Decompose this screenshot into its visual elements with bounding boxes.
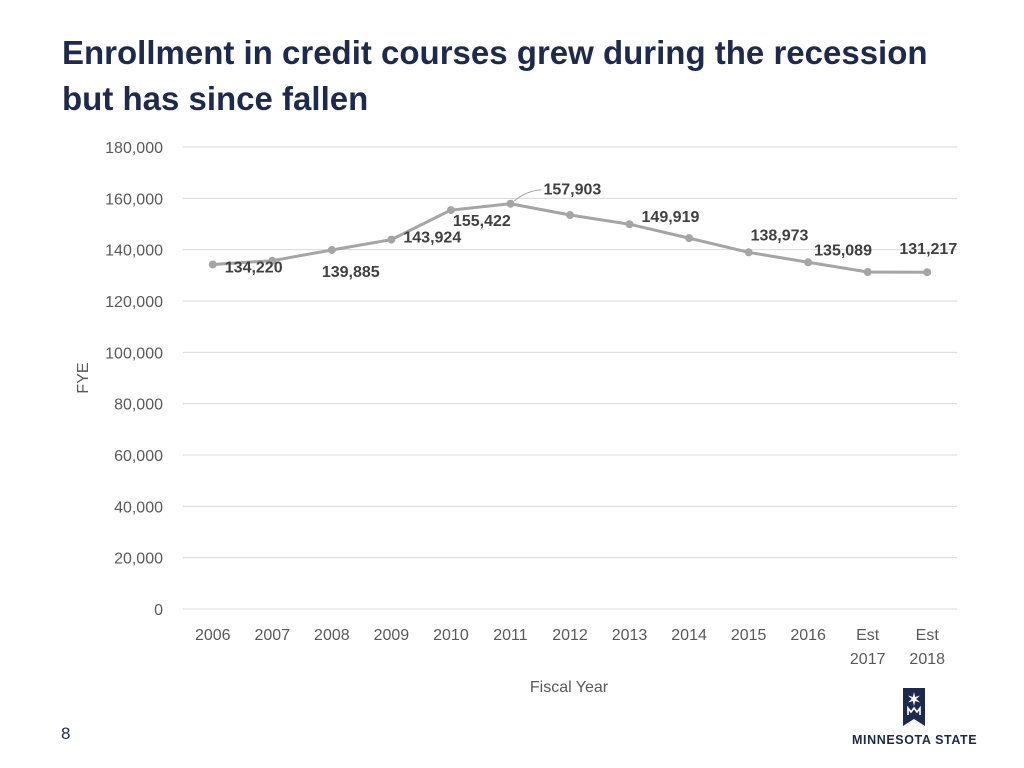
data-label: 134,220 [225,260,283,277]
data-point [506,199,515,208]
x-tick-label: 2007 [255,627,291,644]
data-label: 149,919 [642,209,700,226]
data-label: 157,903 [543,182,601,199]
data-point [566,211,574,220]
label-leader-line [514,189,542,202]
y-tick-label: 160,000 [105,191,163,208]
data-point [446,206,455,215]
slide-title: Enrollment in credit courses grew during… [62,34,928,117]
y-tick-label: 180,000 [105,140,163,157]
data-label: 138,973 [751,227,809,244]
data-point [387,235,396,244]
data-label: 139,885 [322,264,380,281]
y-tick-label: 40,000 [114,499,163,516]
data-point [208,260,217,269]
data-point [625,220,634,229]
data-points [208,199,932,277]
y-tick-label: 120,000 [105,294,163,311]
x-tick-label: Est 2017 [850,627,886,668]
y-tick-label: 0 [154,602,163,619]
logo-wordmark: MINNESOTA STATE [852,733,978,747]
data-label: 131,217 [899,241,957,258]
x-tick-label: 2011 [493,627,528,644]
data-label: 143,924 [403,230,461,247]
y-tick-label: 20,000 [114,551,163,568]
y-axis-tick-labels: 0 20,000 40,000 60,000 80,000 100,000 120,000 1… [105,140,163,619]
data-label: 135,089 [814,242,872,259]
x-tick-label: 2008 [314,627,350,644]
x-tick-label: 2006 [195,627,231,644]
minnesota-state-logo: MINNESOTA STATE [852,688,978,752]
y-tick-label: 60,000 [114,448,163,465]
x-tick-label: 2014 [671,627,707,644]
data-point [863,267,872,276]
x-tick-label: 2015 [731,627,767,644]
x-tick-label: Est 2018 [909,627,945,668]
data-point [327,245,336,254]
y-tick-label: 80,000 [114,397,163,414]
x-tick-label: 2016 [790,627,826,644]
data-point [804,258,813,267]
x-tick-label: 2012 [552,627,588,644]
y-tick-label: 140,000 [105,243,163,260]
x-tick-label: 2010 [433,627,469,644]
x-axis-tick-labels: 2006 2007 2008 2009 2010 2011 2012 2013 2014 2015… [195,627,945,668]
data-point [744,248,753,257]
data-point [923,268,932,277]
page-number: 8 [61,724,71,743]
x-tick-label: 2013 [612,627,648,644]
gridlines [183,146,957,610]
data-label: 155,422 [453,213,511,230]
y-tick-label: 100,000 [105,345,163,362]
data-point [685,234,694,243]
minnesota-state-star-icon [903,688,925,726]
y-axis-title: FYE [75,362,92,393]
x-tick-label: 2009 [374,627,410,644]
data-point [268,256,277,265]
x-axis-title: Fiscal Year [530,679,609,696]
